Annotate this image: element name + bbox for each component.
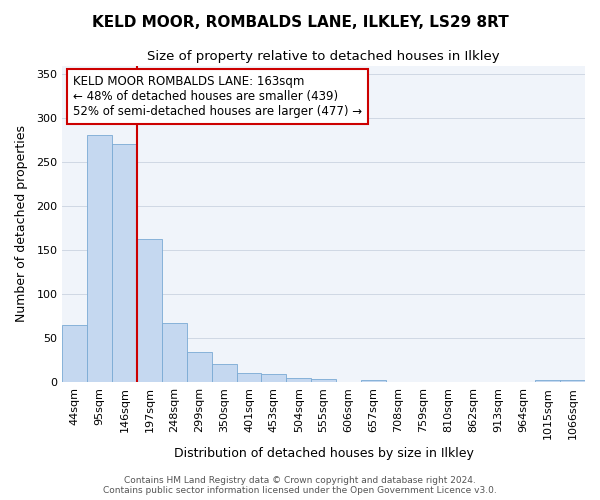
- Bar: [162, 323, 187, 382]
- Y-axis label: Number of detached properties: Number of detached properties: [15, 126, 28, 322]
- Bar: [112, 144, 137, 382]
- Bar: [311, 378, 336, 382]
- Bar: [560, 380, 585, 382]
- Bar: [535, 380, 560, 382]
- Text: Contains HM Land Registry data © Crown copyright and database right 2024.
Contai: Contains HM Land Registry data © Crown c…: [103, 476, 497, 495]
- Bar: [212, 364, 236, 382]
- Text: KELD MOOR, ROMBALDS LANE, ILKLEY, LS29 8RT: KELD MOOR, ROMBALDS LANE, ILKLEY, LS29 8…: [92, 15, 508, 30]
- Bar: [187, 352, 212, 382]
- Title: Size of property relative to detached houses in Ilkley: Size of property relative to detached ho…: [148, 50, 500, 63]
- Bar: [87, 135, 112, 382]
- Text: KELD MOOR ROMBALDS LANE: 163sqm
← 48% of detached houses are smaller (439)
52% o: KELD MOOR ROMBALDS LANE: 163sqm ← 48% of…: [73, 75, 362, 118]
- Bar: [361, 380, 386, 382]
- Bar: [137, 239, 162, 382]
- Bar: [62, 325, 87, 382]
- Bar: [286, 378, 311, 382]
- X-axis label: Distribution of detached houses by size in Ilkley: Distribution of detached houses by size …: [174, 447, 473, 460]
- Bar: [262, 374, 286, 382]
- Bar: [236, 374, 262, 382]
